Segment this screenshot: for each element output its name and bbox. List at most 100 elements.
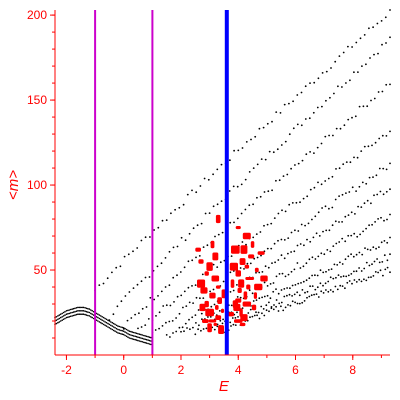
data-point	[270, 222, 273, 225]
data-point	[252, 203, 255, 206]
data-point	[335, 276, 337, 279]
data-point	[125, 332, 128, 334]
data-point	[183, 290, 186, 293]
data-point	[184, 322, 187, 325]
data-point	[250, 138, 252, 141]
data-point	[374, 271, 377, 273]
data-point	[268, 310, 270, 313]
data-point	[172, 246, 175, 249]
data-point	[216, 325, 219, 328]
data-point	[241, 147, 244, 149]
data-point	[299, 267, 302, 269]
data-point	[376, 258, 378, 260]
data-point	[294, 229, 296, 232]
data-point	[102, 316, 105, 319]
data-point	[247, 312, 250, 314]
data-point	[370, 99, 372, 102]
data-point	[332, 277, 335, 280]
data-point	[350, 234, 353, 237]
data-point	[236, 296, 239, 298]
red-data-point	[237, 287, 242, 293]
data-point	[110, 324, 112, 327]
data-point	[120, 333, 122, 335]
data-point	[377, 271, 379, 274]
data-point	[140, 340, 142, 343]
data-point	[188, 301, 191, 304]
data-point	[107, 319, 109, 322]
data-point	[363, 145, 366, 148]
data-point	[366, 248, 369, 251]
data-point	[271, 262, 273, 264]
data-point	[284, 306, 287, 309]
data-point	[306, 290, 309, 293]
data-point	[263, 314, 266, 317]
data-point	[324, 180, 327, 182]
data-point	[275, 288, 277, 290]
data-point	[376, 193, 379, 196]
red-data-point	[204, 271, 209, 276]
data-point	[347, 214, 350, 217]
data-point	[127, 333, 129, 335]
data-point	[308, 117, 311, 120]
data-point	[361, 253, 364, 256]
data-point	[286, 294, 288, 297]
data-point	[165, 321, 167, 324]
data-point	[137, 336, 139, 339]
data-point	[87, 307, 89, 310]
data-point	[144, 335, 146, 337]
data-point	[267, 266, 270, 269]
data-point	[288, 293, 291, 296]
data-point	[265, 304, 268, 307]
data-point	[168, 284, 171, 287]
data-point	[234, 324, 237, 326]
data-point	[304, 224, 306, 227]
data-point	[365, 182, 368, 185]
data-point	[324, 135, 327, 138]
data-point	[372, 275, 375, 277]
data-point	[78, 310, 81, 312]
data-point	[212, 263, 215, 266]
data-point	[197, 309, 200, 311]
data-point	[275, 305, 277, 308]
data-point	[350, 273, 353, 275]
data-point	[300, 91, 303, 94]
data-point	[147, 318, 150, 320]
data-point	[262, 126, 265, 129]
data-point	[301, 301, 304, 304]
data-point	[280, 305, 282, 308]
data-point	[212, 205, 215, 208]
data-point	[239, 267, 242, 269]
data-point	[278, 273, 281, 275]
data-point	[353, 232, 356, 235]
data-point	[317, 181, 319, 184]
data-point	[292, 127, 295, 130]
data-point	[379, 190, 382, 193]
data-point	[268, 301, 270, 304]
data-point	[88, 315, 91, 317]
red-data-point	[220, 308, 225, 313]
red-data-point	[207, 323, 212, 333]
data-point	[291, 295, 293, 297]
data-point	[59, 316, 62, 319]
data-point	[58, 314, 61, 316]
data-point	[209, 290, 212, 293]
data-point	[363, 267, 366, 270]
data-point	[62, 318, 65, 321]
y-tick-label: 100	[27, 178, 47, 192]
data-point	[145, 335, 148, 338]
data-point	[358, 185, 361, 188]
data-point	[147, 339, 149, 341]
data-point	[195, 322, 197, 324]
data-point	[258, 127, 261, 130]
data-point	[221, 231, 224, 234]
data-point	[284, 140, 287, 143]
y-tick-label: 200	[27, 8, 47, 22]
data-point	[173, 301, 175, 303]
data-point	[185, 305, 188, 307]
data-point	[381, 43, 383, 46]
data-point	[351, 46, 353, 48]
data-point	[293, 250, 296, 253]
data-point	[71, 311, 73, 314]
data-point	[371, 223, 373, 226]
data-point	[128, 330, 131, 333]
